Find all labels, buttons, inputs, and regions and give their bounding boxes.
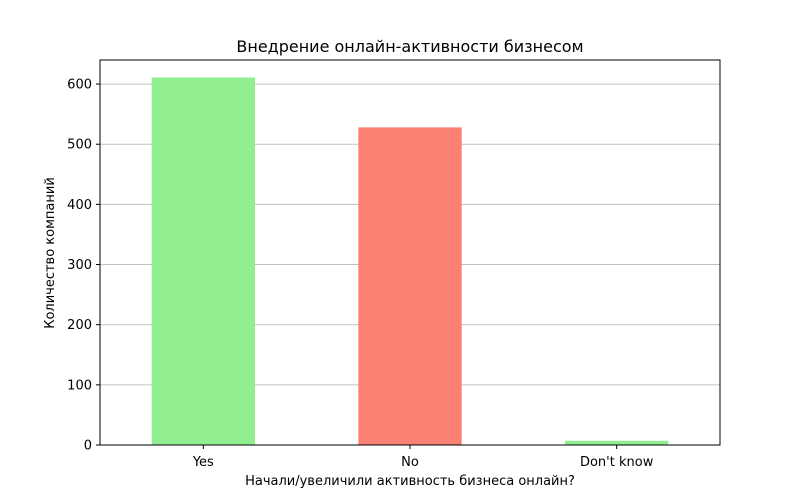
x-tick-label: No [401,455,419,470]
bar-no [358,127,462,445]
y-axis-ticks: 0 100 200 300 400 500 600 [67,78,100,454]
x-axis-label: Начали/увеличили активность бизнеса онла… [245,474,575,489]
bars [151,77,669,445]
y-tick-label: 500 [67,138,92,153]
y-axis-label: Количество компаний [43,177,58,329]
bar-yes [151,77,255,445]
y-tick-label: 400 [67,198,92,213]
bar-don-t-know [565,440,669,445]
chart-title: Внедрение онлайн-активности бизнесом [236,37,583,56]
y-tick-label: 200 [67,318,92,333]
y-tick-label: 600 [67,78,92,93]
x-axis-ticks: Yes No Don't know [192,445,654,470]
y-tick-label: 300 [67,258,92,273]
y-tick-label: 0 [84,439,92,454]
y-tick-label: 100 [67,378,92,393]
x-tick-label: Don't know [580,455,654,470]
x-tick-label: Yes [192,455,214,470]
